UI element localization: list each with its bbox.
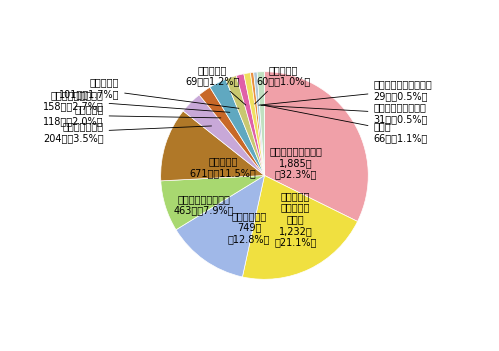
Wedge shape [161,111,264,181]
Wedge shape [226,75,264,176]
Text: 売春防止法
118人（2.0%）: 売春防止法 118人（2.0%） [43,105,221,126]
Text: 未成年者飲酒禁止法
158人（2.7%）: 未成年者飲酒禁止法 158人（2.7%） [43,90,230,112]
Text: 労働基準法
69人（1.2%）: 労働基準法 69人（1.2%） [186,65,246,105]
Wedge shape [250,72,264,176]
Wedge shape [161,176,264,230]
Text: 覚せい剤取締法
204人（3.5%）: 覚せい剤取締法 204人（3.5%） [43,121,212,143]
Wedge shape [199,87,264,176]
Text: 毒物及び劇物取締法
463人（7.9%）: 毒物及び劇物取締法 463人（7.9%） [174,194,235,216]
Wedge shape [183,95,264,176]
Text: 児童買春・
児童ポルノ
禁止法
1,232人
（21.1%）: 児童買春・ 児童ポルノ 禁止法 1,232人 （21.1%） [274,191,317,247]
Wedge shape [244,73,264,176]
Wedge shape [176,176,264,277]
Text: 風営適正化法
749人
（12.8%）: 風営適正化法 749人 （12.8%） [228,211,270,244]
Text: その他
66人（1.1%）: その他 66人（1.1%） [264,106,428,143]
Text: 職業安定法
101人（1.7%）: 職業安定法 101人（1.7%） [59,78,239,108]
Wedge shape [264,72,368,221]
Wedge shape [257,72,264,176]
Text: 大麻取締法
60人（1.0%）: 大麻取締法 60人（1.0%） [254,65,310,104]
Wedge shape [210,79,264,176]
Text: 未成年者喫煙禁止法
31人（0.5%）: 未成年者喫煙禁止法 31人（0.5%） [261,102,428,124]
Text: 青少年保護育成条例
1,885人
（32.3%）: 青少年保護育成条例 1,885人 （32.3%） [269,146,322,180]
Text: 児童福祉法
671人（11.5%）: 児童福祉法 671人（11.5%） [190,157,256,178]
Wedge shape [237,74,264,176]
Wedge shape [243,176,358,279]
Text: 出会い系サイト規制法
29人（0.5%）: 出会い系サイト規制法 29人（0.5%） [259,80,432,105]
Wedge shape [253,72,264,176]
